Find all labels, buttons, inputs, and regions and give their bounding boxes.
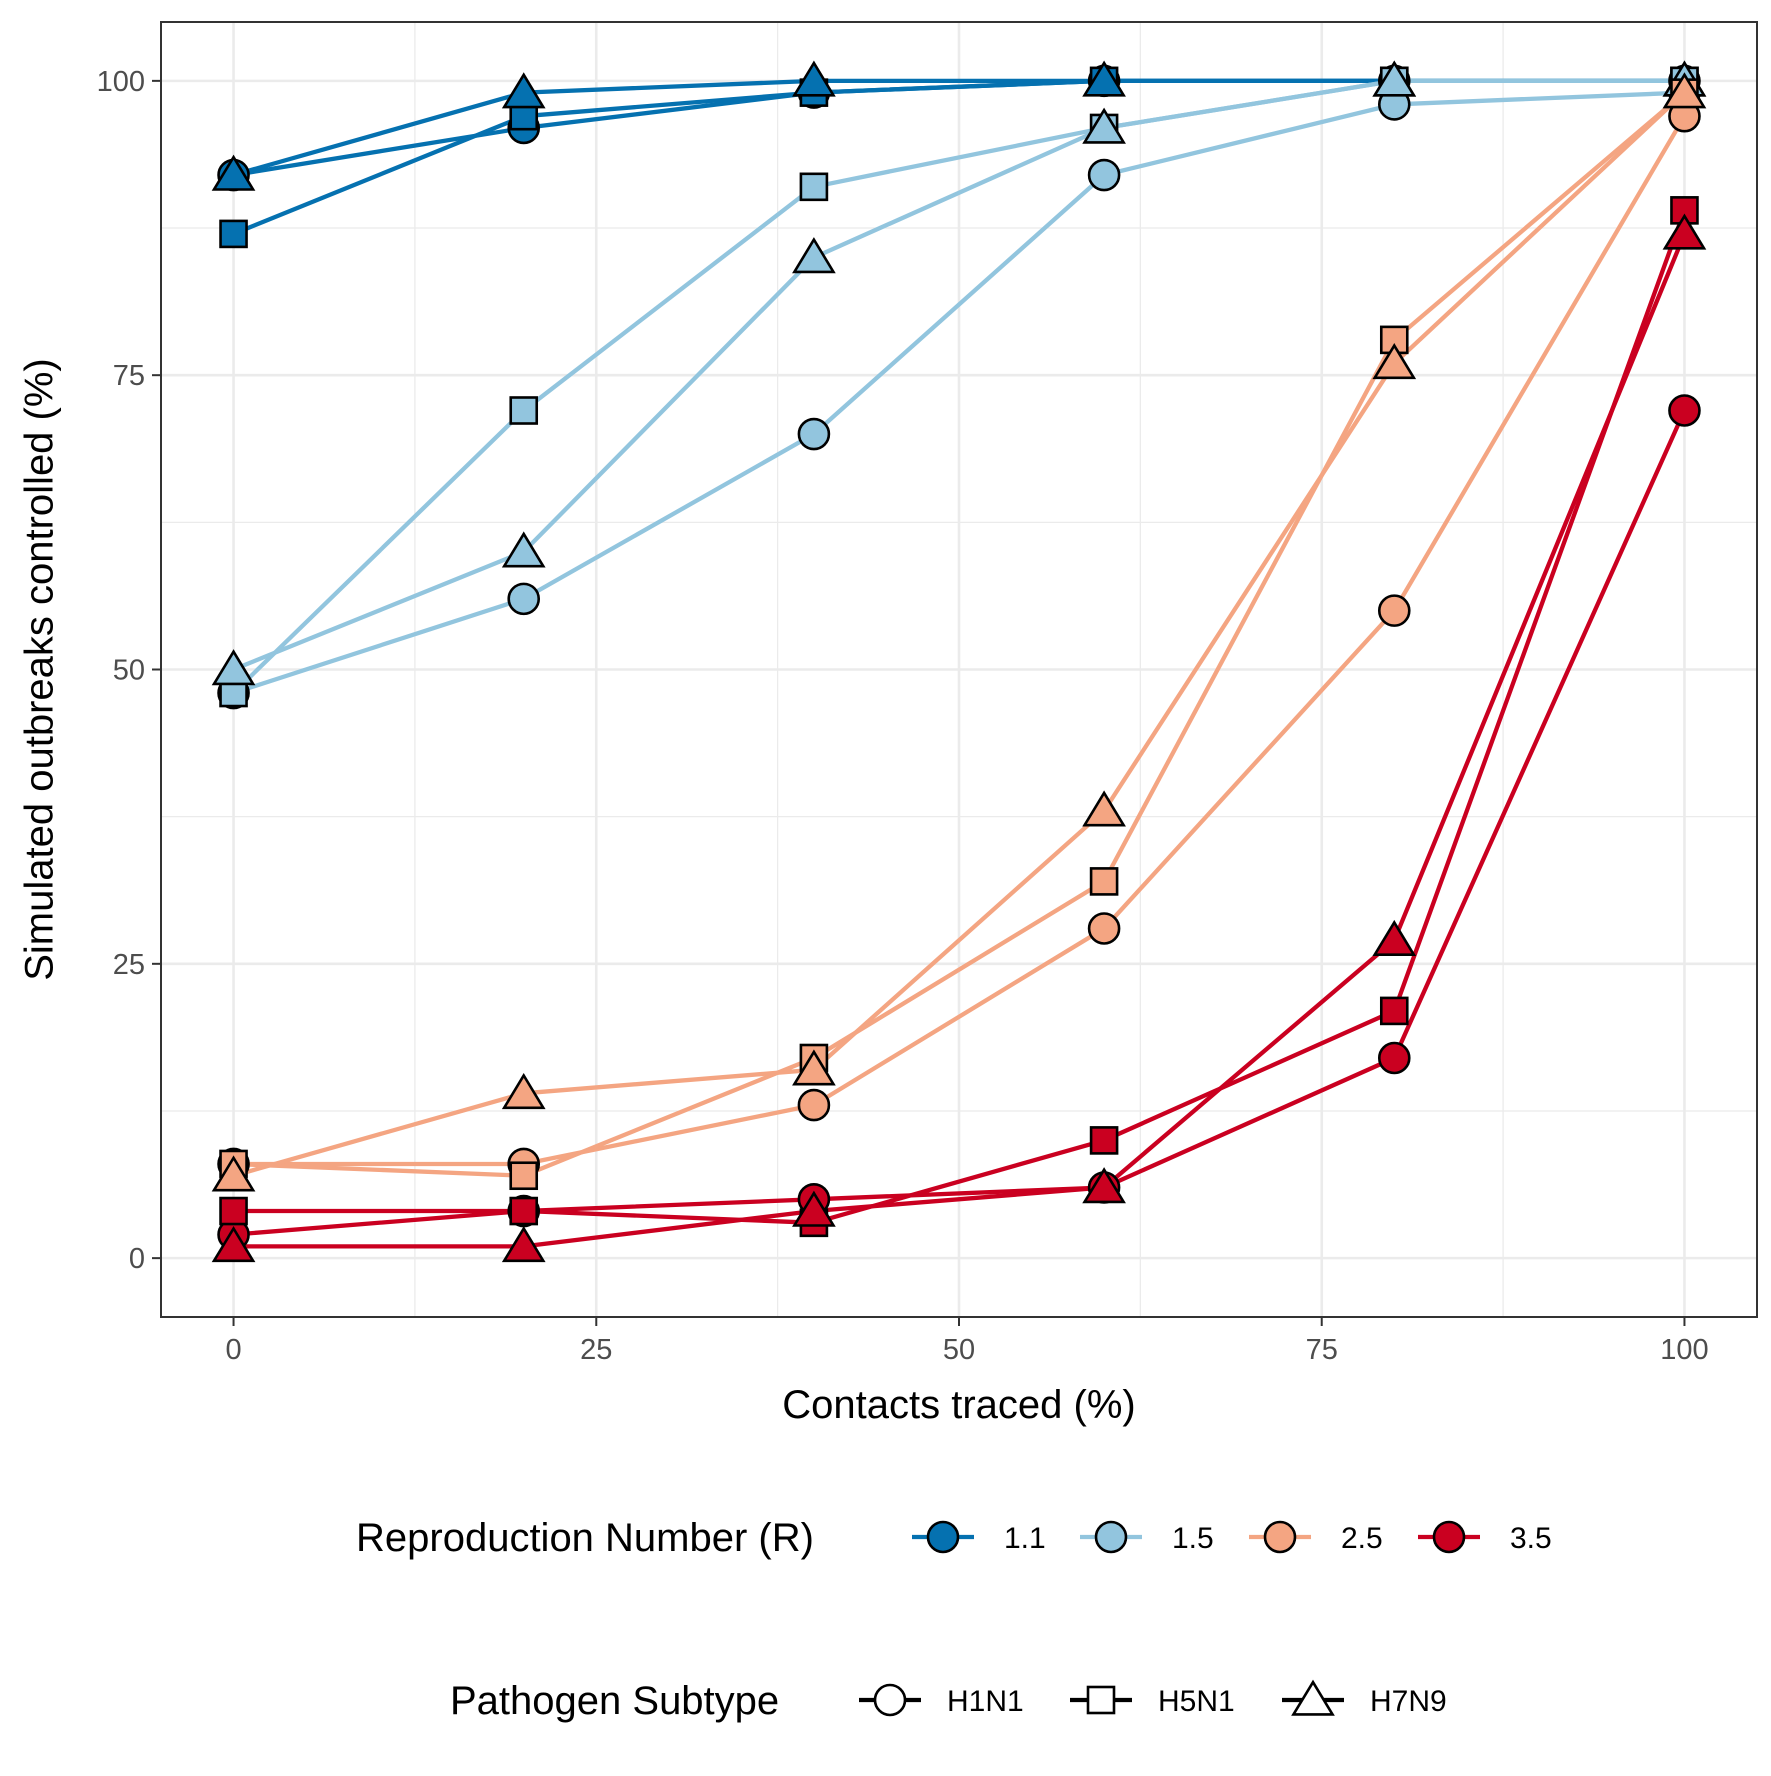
x-axis-title: Contacts traced (%) [782, 1383, 1135, 1427]
data-point-r1-1-h7n9 [211, 154, 256, 191]
data-point-r3-5-h5n1 [1089, 1126, 1119, 1155]
series-line-r2-5-h7n9 [232, 91, 1686, 1178]
data-point-r2-5-h1n1 [1377, 594, 1411, 627]
data-point-r2-5-h1n1 [797, 1088, 831, 1122]
shape-legend-key-point [1086, 1685, 1116, 1715]
data-point-r2-5-h7n9 [211, 1155, 256, 1192]
series-line-r2-5-h5n1 [233, 90, 1686, 1178]
color-legend-key-point [926, 1520, 960, 1554]
legend: Reproduction Number (R) 1.1 1.5 2.5 3.5 Patho… [356, 1516, 1552, 1723]
data-point-r1-5-h7n9 [792, 237, 836, 274]
data-point-r1-5-h5n1 [509, 396, 539, 425]
color-legend-label: 2.5 [1341, 1522, 1383, 1555]
shape-legend-label: H1N1 [947, 1685, 1024, 1718]
y-tick-label: 50 [113, 655, 145, 687]
color-legend-label: 1.1 [1004, 1522, 1046, 1555]
data-point-r1-5-h7n9 [211, 649, 256, 686]
x-tick-label: 75 [1306, 1334, 1338, 1366]
y-tick-label: 75 [113, 360, 145, 392]
data-point-r2-5-h7n9 [792, 1049, 836, 1086]
data-point-r3-5-h7n9 [1372, 919, 1417, 957]
color-legend-key-point [1432, 1520, 1466, 1554]
data-point-r2-5-h7n9 [501, 1072, 546, 1110]
x-tick-label: 25 [580, 1334, 612, 1366]
color-legend-label: 1.5 [1172, 1522, 1214, 1555]
data-point-r3-5-h7n9 [501, 1226, 546, 1263]
shape-legend-title: Pathogen Subtype [450, 1679, 779, 1723]
shape-legend-key-point [1291, 1679, 1335, 1716]
color-legend-key-point [1094, 1520, 1128, 1554]
shape-legend-label: H7N9 [1370, 1685, 1447, 1718]
series-line-r3-5-h7n9 [233, 233, 1687, 1249]
data-point-r1-5-h1n1 [507, 582, 541, 616]
series-lines [232, 78, 1687, 1249]
data-point-r3-5-h5n1 [1670, 196, 1699, 225]
shape-legend-label: H5N1 [1158, 1685, 1235, 1718]
series-line-r1-5-h7n9 [232, 78, 1685, 672]
series-line-r3-5-h1n1 [233, 409, 1687, 1237]
data-point-r1-1-h7n9 [1082, 60, 1126, 97]
y-tick-label: 0 [129, 1243, 145, 1275]
axes: 0 25 50 75 100 0 25 50 75 100 [97, 66, 1709, 1366]
x-tick-label: 50 [943, 1334, 975, 1366]
data-point-r1-5-h5n1 [799, 172, 829, 202]
data-point-r3-5-h7n9 [1082, 1167, 1126, 1204]
data-point-r2-5-h1n1 [1087, 912, 1121, 945]
data-point-r1-5-h7n9 [1372, 60, 1417, 97]
y-axis-title: Simulated outbreaks controlled (%) [18, 358, 62, 981]
color-legend-title: Reproduction Number (R) [356, 1516, 814, 1560]
data-point-r1-5-h7n9 [501, 531, 546, 568]
data-point-r1-5-h1n1 [797, 417, 831, 451]
color-legend-label: 3.5 [1510, 1522, 1552, 1555]
data-point-r2-5-h7n9 [1662, 72, 1707, 109]
data-point-r1-1-h7n9 [501, 72, 546, 109]
series-points [211, 60, 1707, 1263]
data-point-r3-5-h7n9 [211, 1226, 256, 1263]
data-point-r2-5-h5n1 [1089, 867, 1119, 896]
data-point-r2-5-h5n1 [509, 1161, 539, 1191]
data-point-r3-5-h7n9 [1662, 213, 1707, 250]
shape-legend-key-point [873, 1683, 907, 1717]
data-point-r3-5-h7n9 [792, 1190, 836, 1227]
data-point-r1-5-h7n9 [1082, 107, 1126, 144]
data-point-r2-5-h7n9 [1372, 343, 1417, 380]
series-line-r3-5-h5n1 [233, 209, 1687, 1225]
color-legend-key-point [1263, 1520, 1297, 1554]
x-tick-label: 100 [1660, 1334, 1708, 1366]
data-point-r1-5-h1n1 [1087, 158, 1121, 192]
data-point-r2-5-h7n9 [1082, 790, 1126, 827]
data-point-r3-5-h1n1 [1668, 394, 1701, 427]
data-point-r3-5-h1n1 [1377, 1041, 1411, 1075]
data-point-r1-1-h7n9 [792, 60, 836, 97]
data-point-r3-5-h5n1 [219, 1196, 248, 1226]
series-line-r1-5-h1n1 [232, 90, 1685, 696]
y-tick-label: 25 [113, 949, 145, 981]
x-tick-label: 0 [225, 1334, 241, 1366]
data-point-r3-5-h5n1 [509, 1196, 539, 1226]
series-line-r2-5-h1n1 [233, 115, 1687, 1167]
y-tick-label: 100 [97, 66, 145, 98]
data-point-r3-5-h5n1 [1379, 996, 1409, 1026]
data-point-r1-1-h5n1 [219, 219, 248, 249]
